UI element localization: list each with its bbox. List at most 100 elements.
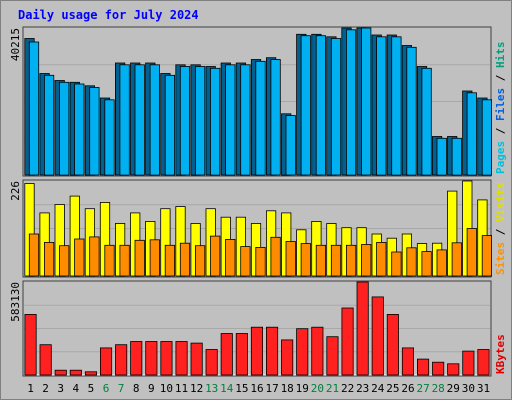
bar-files-day-18: [285, 115, 296, 176]
bar-kbytes-day-9: [145, 341, 158, 376]
bar-kbytes-day-8: [130, 341, 143, 376]
bar-sites-day-13: [210, 235, 221, 277]
bar-kbytes-day-12: [190, 342, 203, 376]
x-tick-label: 8: [133, 382, 140, 395]
x-tick-label: 22: [341, 382, 354, 395]
bar-sites-day-12: [194, 245, 206, 277]
bar-sites-day-25: [391, 251, 402, 277]
legend-item: Sites: [494, 242, 507, 275]
bar-sites-day-9: [149, 239, 160, 277]
bar-files-day-25: [391, 36, 402, 176]
legend-separator: /: [494, 222, 507, 242]
bar-kbytes-day-5: [84, 371, 98, 376]
bar-files-day-5: [89, 87, 100, 176]
bar-files-day-8: [134, 64, 145, 176]
x-tick-label: 13: [205, 382, 218, 395]
x-tick-label: 19: [296, 382, 309, 395]
bar-sites-day-26: [406, 247, 417, 277]
x-tick-label: 28: [432, 382, 445, 395]
bar-kbytes-day-7: [115, 344, 128, 376]
legend-kbytes: KBytes: [494, 334, 507, 374]
x-tick-label: 3: [57, 382, 64, 395]
x-tick-label: 6: [103, 382, 110, 395]
bar-sites-day-4: [74, 238, 85, 277]
y-max-label: 40215: [9, 28, 22, 61]
x-tick-label: 26: [401, 382, 414, 395]
bar-kbytes-day-26: [401, 347, 414, 376]
bar-sites-day-11: [179, 242, 191, 277]
bar-files-day-1: [28, 41, 40, 176]
x-tick-label: 10: [160, 382, 173, 395]
x-tick-label: 18: [281, 382, 294, 395]
bar-files-day-11: [179, 66, 191, 176]
panel-kbytes: 583130 KBytes: [9, 280, 507, 377]
bar-files-day-17: [270, 59, 281, 176]
bar-kbytes-day-29: [447, 363, 460, 376]
bar-files-day-29: [451, 137, 462, 176]
x-tick-label: 7: [118, 382, 125, 395]
bar-kbytes-day-31: [477, 349, 490, 376]
bar-sites-day-19: [300, 243, 311, 277]
legend-item: Pages: [494, 141, 507, 174]
legend-separator: /: [494, 68, 507, 88]
x-tick-label: 16: [250, 382, 263, 395]
bar-files-day-15: [240, 64, 251, 176]
bar-sites-day-28: [436, 249, 447, 277]
x-tick-label: 9: [148, 382, 155, 395]
bar-sites-day-29: [451, 242, 462, 277]
bar-kbytes-day-30: [462, 350, 475, 376]
bar-kbytes-day-23: [356, 281, 369, 376]
x-tick-label: 30: [462, 382, 475, 395]
bar-sites-day-3: [59, 245, 70, 277]
bar-sites-day-24: [376, 241, 387, 277]
x-tick-label: 12: [190, 382, 203, 395]
legend-item: KBytes: [494, 334, 507, 374]
bar-kbytes-day-1: [24, 313, 37, 376]
bar-kbytes-day-25: [386, 313, 399, 376]
x-tick-label: 25: [386, 382, 399, 395]
bar-kbytes-day-28: [432, 361, 445, 376]
bar-files-day-21: [330, 38, 342, 176]
bar-sites-day-1: [28, 233, 40, 277]
bar-sites-day-10: [164, 244, 175, 277]
bar-files-day-6: [104, 99, 115, 176]
bar-sites-day-2: [44, 241, 55, 277]
x-tick-label: 27: [416, 382, 429, 395]
bar-sites-day-30: [466, 228, 477, 277]
x-tick-label: 29: [447, 382, 460, 395]
legend-item: Visits: [494, 182, 507, 222]
bar-files-day-26: [406, 46, 417, 176]
bar-files-day-9: [149, 64, 160, 176]
bar-kbytes-day-21: [326, 336, 339, 376]
chart-title: Daily usage for July 2024: [18, 8, 199, 22]
bar-sites-day-31: [481, 235, 493, 277]
bar-files-day-24: [376, 36, 387, 176]
bar-kbytes-day-19: [296, 328, 309, 376]
bar-files-day-12: [194, 66, 206, 176]
bar-files-day-2: [44, 74, 55, 176]
bar-kbytes-day-11: [175, 341, 188, 376]
bar-files-day-20: [315, 35, 327, 176]
bar-files-day-19: [300, 35, 311, 176]
legend-item: Hits: [494, 42, 507, 69]
bar-sites-day-27: [421, 251, 432, 277]
bar-files-day-7: [119, 64, 130, 176]
bar-kbytes-day-10: [160, 341, 173, 376]
bar-kbytes-day-13: [205, 349, 218, 376]
bar-sites-day-20: [315, 244, 327, 277]
bar-kbytes-day-2: [39, 344, 52, 376]
x-tick-label: 5: [88, 382, 95, 395]
bar-files-day-31: [481, 99, 493, 176]
bar-kbytes-day-6: [100, 347, 113, 376]
bar-sites-day-6: [104, 244, 115, 277]
bar-kbytes-day-27: [416, 358, 430, 376]
bar-files-day-4: [74, 83, 85, 176]
panel-pages-files-hits: 40215 Pages / Files / Hits: [9, 26, 507, 177]
bar-sites-day-8: [134, 239, 145, 277]
bar-sites-day-22: [345, 244, 357, 277]
x-tick-label: 14: [220, 382, 234, 395]
bar-kbytes-day-16: [250, 326, 264, 376]
bar-kbytes-day-24: [371, 296, 384, 376]
bar-sites-day-7: [119, 244, 130, 277]
